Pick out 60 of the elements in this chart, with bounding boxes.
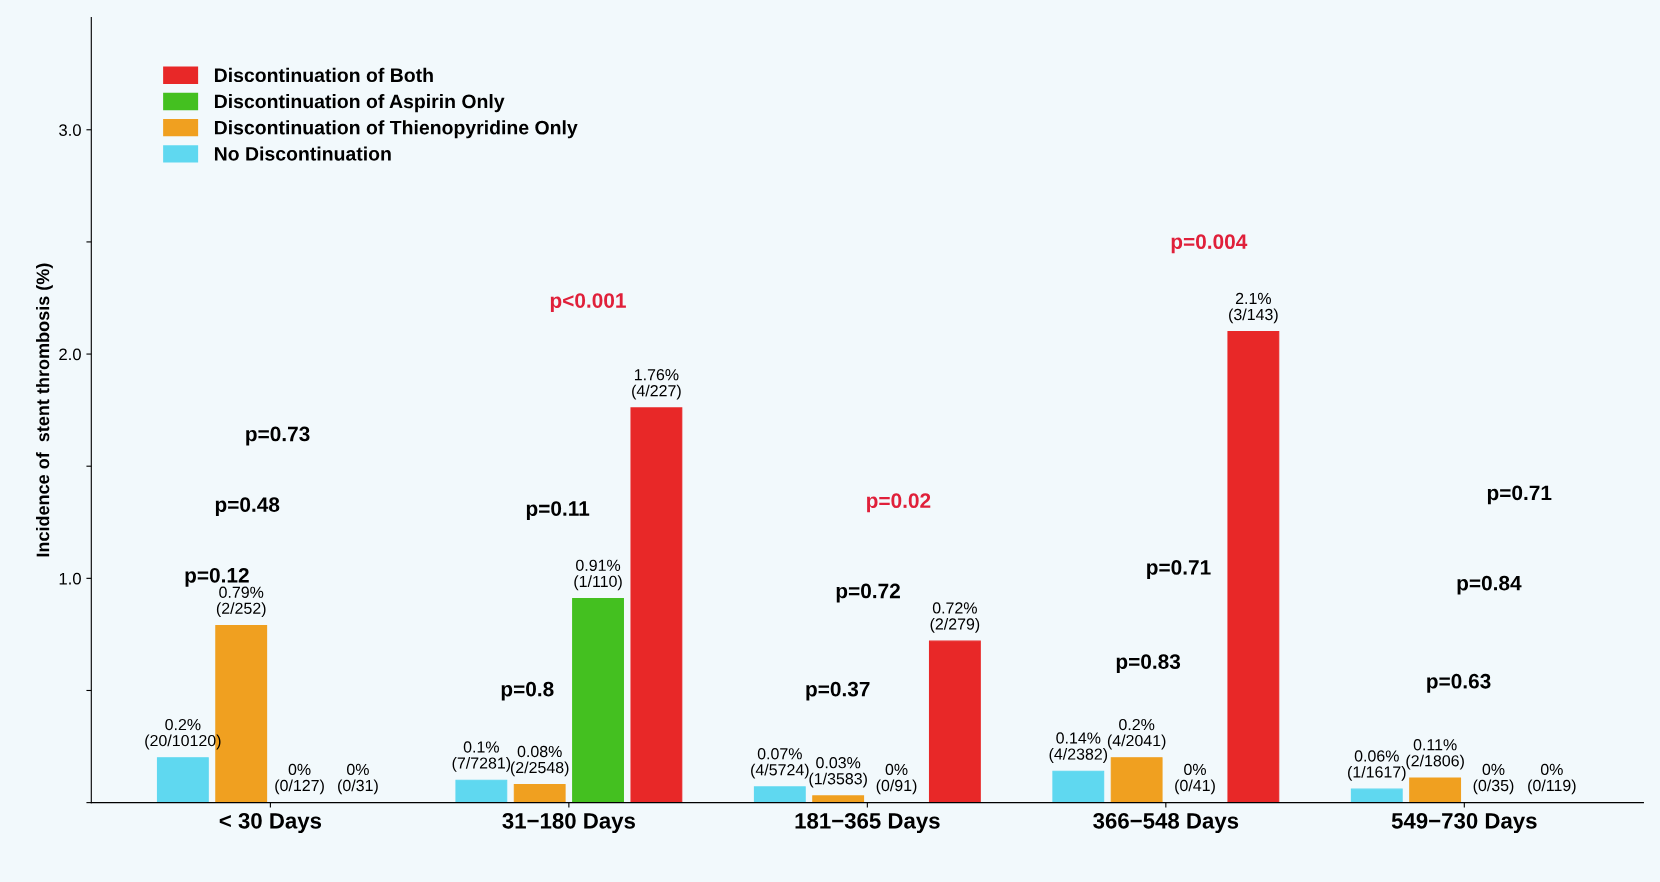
data-label: 0.72% (2/279) (930, 602, 980, 633)
x-tick-label: 31−180 Days (502, 812, 635, 834)
y-tick-label: 2.0 (59, 348, 81, 361)
y-axis-title: Incidence of stent thrombosis (%) (36, 263, 53, 557)
annotation: p<0.001 (550, 293, 626, 313)
x-tick-label: 549−730 Days (1391, 812, 1537, 834)
bar (630, 407, 683, 803)
data-label: 0.06% (1/1617) (1348, 750, 1406, 781)
bar (572, 597, 624, 803)
bar (928, 640, 981, 803)
data-label: 0.14% (4/2382) (1049, 732, 1108, 763)
bar (812, 795, 865, 803)
annotation: p=0.72 (836, 583, 900, 603)
annotation: p=0.83 (1116, 654, 1181, 674)
data-label: 2.1% (3/143) (1229, 292, 1278, 324)
legend-label: Discontinuation of Both (214, 67, 433, 83)
annotation: p=0.12 (185, 567, 249, 587)
bar (156, 757, 209, 803)
bar (455, 779, 508, 803)
bar (513, 784, 566, 803)
annotation: p=0.71 (1487, 485, 1552, 505)
y-tick-label: 1.0 (59, 572, 81, 585)
annotation: p=0.8 (501, 681, 554, 701)
y-tick-label: 3.0 (59, 124, 81, 136)
x-tick-label: 366−548 Days (1093, 812, 1239, 834)
data-label: 0% (0/91) (876, 763, 917, 795)
bar (1409, 777, 1462, 803)
bar (753, 786, 806, 803)
data-label: 0% (0/127) (275, 763, 324, 795)
bar (1350, 788, 1403, 803)
data-label: 0.08% (2/2548) (510, 745, 569, 777)
data-label: 0% (0/35) (1473, 763, 1514, 795)
data-label: 0.79% (2/252) (216, 586, 266, 618)
annotation: p=0.004 (1171, 234, 1248, 254)
annotation: p=0.63 (1427, 673, 1491, 693)
annotation: p=0.02 (867, 493, 931, 513)
legend-label: Discontinuation of Thienopyridine Only (214, 120, 578, 139)
annotation: p=0.48 (215, 497, 280, 517)
bar (1110, 757, 1163, 803)
data-label: 0% (0/119) (1528, 763, 1576, 795)
data-label: 0.91% (1/110) (574, 559, 622, 591)
annotation: p=0.73 (246, 426, 310, 446)
data-label: 0.03% (1/3583) (809, 757, 867, 788)
data-label: 0.11% (2/1806) (1406, 739, 1464, 770)
x-tick-label: < 30 Days (219, 812, 322, 834)
x-tick-label: 181−365 Days (795, 812, 940, 834)
legend-label: No Discontinuation (214, 146, 391, 161)
data-label: 0.2% (4/2041) (1107, 718, 1166, 750)
legend-label: Discontinuation of Aspirin Only (214, 94, 505, 113)
data-label: 0.07% (4/5724) (751, 748, 809, 779)
data-label: 1.76% (4/227) (632, 369, 681, 400)
bar (1052, 770, 1105, 803)
data-label: 0.1% (7/7281) (452, 741, 511, 772)
annotation: p=0.37 (806, 681, 870, 701)
data-label: 0% (0/41) (1175, 763, 1215, 795)
data-label: 0% (0/31) (338, 763, 378, 795)
annotation: p=0.11 (526, 501, 590, 521)
annotation: p=0.84 (1457, 575, 1522, 595)
bar (1227, 331, 1280, 803)
annotation: p=0.71 (1147, 560, 1211, 579)
